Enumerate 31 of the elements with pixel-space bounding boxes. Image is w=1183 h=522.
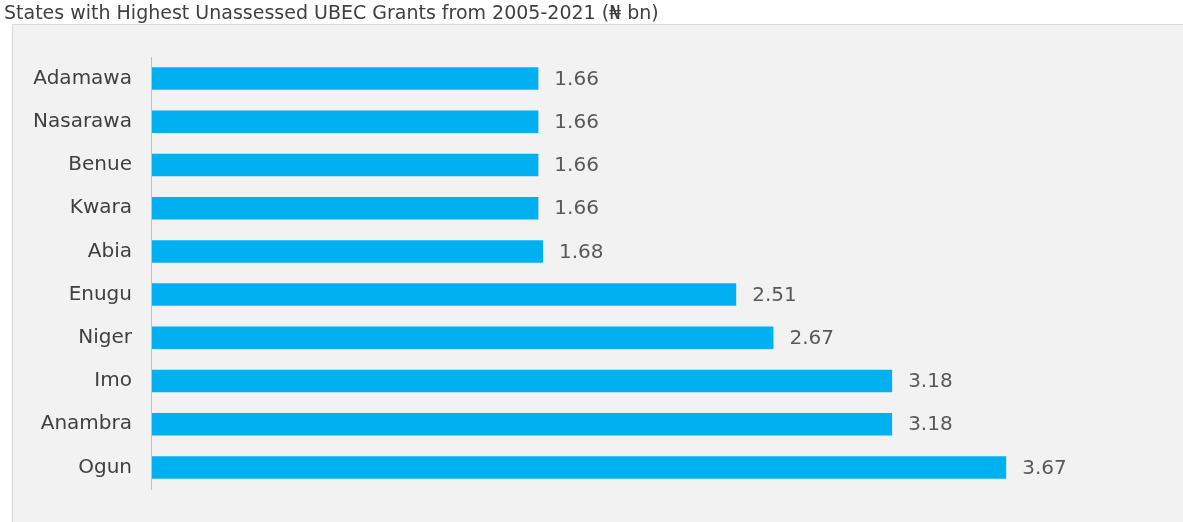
bar	[151, 456, 1007, 479]
data-label: 1.66	[554, 65, 599, 90]
y-tick-label: Imo	[94, 367, 132, 392]
bar	[151, 153, 539, 177]
data-label: 3.67	[1022, 454, 1067, 479]
bar	[151, 369, 893, 393]
bar	[151, 196, 539, 220]
data-label: 1.68	[559, 238, 604, 263]
data-label: 2.51	[752, 281, 797, 306]
y-tick-label: Kwara	[69, 194, 132, 219]
chart-title: States with Highest Unassessed UBEC Grants from 2005-2021 (₦ bn)	[3, 0, 660, 24]
y-tick-label: Niger	[78, 324, 133, 348]
bar	[151, 412, 893, 436]
y-tick-label: Nasarawa	[33, 108, 132, 132]
y-tick-label: Adamawa	[33, 64, 132, 89]
data-label: 1.66	[554, 109, 599, 133]
data-label: 1.66	[554, 195, 599, 220]
data-label: 3.18	[908, 411, 953, 436]
data-label: 3.18	[908, 368, 953, 393]
bar	[151, 283, 737, 306]
bar	[151, 67, 539, 90]
y-tick-label: Ogun	[78, 453, 132, 478]
bar	[151, 326, 774, 350]
y-tick-label: Abia	[87, 237, 132, 262]
y-tick-label: Enugu	[68, 280, 132, 305]
y-tick-label: Benue	[68, 151, 132, 176]
data-label: 1.66	[554, 152, 599, 177]
y-tick-label: Anambra	[40, 410, 132, 435]
bar	[151, 240, 544, 263]
bar	[151, 110, 539, 134]
data-label: 2.67	[789, 325, 834, 349]
